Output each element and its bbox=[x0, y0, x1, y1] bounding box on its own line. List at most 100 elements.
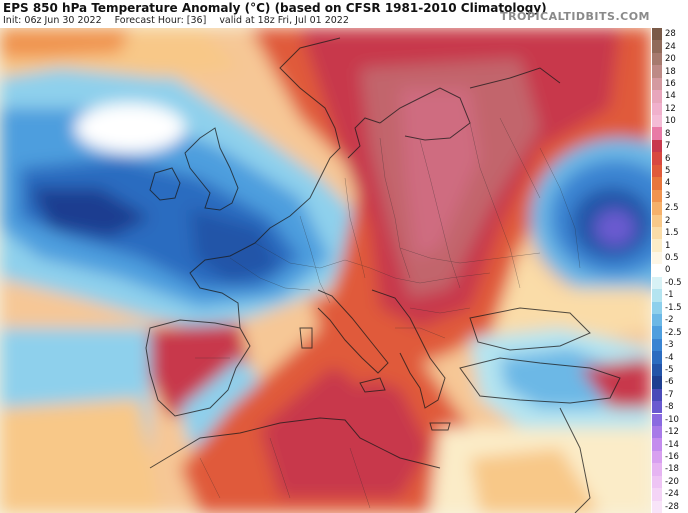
map-subtitle: Init: 06z Jun 30 2022 Forecast Hour: [36… bbox=[3, 15, 349, 26]
colorbar-label: 28 bbox=[665, 29, 676, 40]
coastlines bbox=[145, 37, 621, 513]
colorbar-swatch bbox=[652, 289, 662, 302]
colorbar-step: -6 bbox=[652, 376, 688, 389]
colorbar-step: -14 bbox=[652, 438, 688, 451]
country-borders bbox=[195, 117, 581, 509]
anomaly-map bbox=[0, 28, 651, 513]
colorbar-swatch bbox=[652, 314, 662, 327]
forecast-hour: Forecast Hour: [36] bbox=[114, 15, 207, 26]
colorbar-swatch bbox=[652, 351, 662, 364]
colorbar-label: 24 bbox=[665, 41, 676, 52]
colorbar-label: -2 bbox=[665, 315, 674, 326]
brand-watermark: TROPICALTIDBITS.COM bbox=[500, 10, 650, 23]
colorbar-label: 16 bbox=[665, 78, 676, 89]
colorbar-label: -0.5 bbox=[665, 277, 682, 288]
colorbar-step: 7 bbox=[652, 139, 688, 153]
colorbar-label: -18 bbox=[665, 464, 679, 475]
map-title: EPS 850 hPa Temperature Anomaly (°C) (ba… bbox=[3, 1, 547, 15]
colorbar-swatch bbox=[652, 65, 662, 78]
colorbar-label: 7 bbox=[665, 141, 671, 152]
colorbar-label: 12 bbox=[665, 103, 676, 114]
colorbar-swatch bbox=[652, 450, 662, 464]
colorbar-swatch bbox=[652, 401, 662, 414]
colorbar-step: -16 bbox=[652, 450, 688, 464]
colorbar-swatch bbox=[652, 251, 662, 265]
colorbar-step: 24 bbox=[652, 40, 688, 53]
colorbar-label: -4 bbox=[665, 352, 674, 363]
colorbar-swatch bbox=[652, 226, 662, 240]
colorbar-swatch bbox=[652, 214, 662, 227]
colorbar-step: -18 bbox=[652, 463, 688, 476]
colorbar-swatch bbox=[652, 425, 662, 439]
colorbar-label: -1.5 bbox=[665, 302, 682, 313]
colorbar-step: 16 bbox=[652, 77, 688, 91]
colorbar-step: 18 bbox=[652, 65, 688, 78]
colorbar-step: 2.5 bbox=[652, 202, 688, 215]
colorbar-swatch bbox=[652, 115, 662, 128]
colorbar-step: -7 bbox=[652, 388, 688, 402]
colorbar-swatch bbox=[652, 338, 662, 352]
colorbar-step: -20 bbox=[652, 475, 688, 489]
colorbar-step: -12 bbox=[652, 425, 688, 439]
colorbar-swatch bbox=[652, 475, 662, 489]
colorbar-swatch bbox=[652, 164, 662, 178]
colorbar-step: 14 bbox=[652, 90, 688, 103]
colorbar-step: -5 bbox=[652, 363, 688, 377]
colorbar-swatch bbox=[652, 264, 662, 277]
colorbar-step: 8 bbox=[652, 127, 688, 140]
colorbar-label: -10 bbox=[665, 414, 679, 425]
colorbar-step: 0 bbox=[652, 264, 688, 277]
colorbar-label: -6 bbox=[665, 377, 674, 388]
colorbar-label: 18 bbox=[665, 66, 676, 77]
colorbar-label: -1 bbox=[665, 290, 674, 301]
colorbar-step: -24 bbox=[652, 488, 688, 501]
colorbar-label: -7 bbox=[665, 389, 674, 400]
colorbar-swatch bbox=[652, 301, 662, 314]
colorbar-step: 20 bbox=[652, 52, 688, 66]
header: EPS 850 hPa Temperature Anomaly (°C) (ba… bbox=[0, 0, 688, 28]
colorbar-step: -4 bbox=[652, 351, 688, 364]
colorbar-swatch bbox=[652, 276, 662, 290]
colorbar-swatch bbox=[652, 239, 662, 252]
colorbar-label: 14 bbox=[665, 91, 676, 102]
colorbar-label: -28 bbox=[665, 501, 679, 512]
colorbar-label: 10 bbox=[665, 116, 676, 127]
colorbar-label: 8 bbox=[665, 128, 671, 139]
colorbar-swatch bbox=[652, 77, 662, 91]
colorbar-swatch bbox=[652, 376, 662, 389]
colorbar-swatch bbox=[652, 488, 662, 501]
colorbar-swatch bbox=[652, 90, 662, 103]
colorbar-step: 1 bbox=[652, 239, 688, 252]
colorbar-step: -2 bbox=[652, 314, 688, 327]
colorbar-label: -14 bbox=[665, 439, 679, 450]
colorbar-step: -1.5 bbox=[652, 301, 688, 314]
colorbar-legend: 28 24 20 18 16 14 12 10 8 7 6 5 4 3 2.5 2 1.5 1 0.5 0 -0.5 -1… bbox=[652, 28, 688, 513]
colorbar-label: 4 bbox=[665, 178, 671, 189]
colorbar-step: 1.5 bbox=[652, 226, 688, 240]
colorbar-swatch bbox=[652, 177, 662, 190]
colorbar-label: 6 bbox=[665, 153, 671, 164]
colorbar-label: -2.5 bbox=[665, 327, 682, 338]
colorbar-step: -1 bbox=[652, 289, 688, 302]
colorbar-label: -16 bbox=[665, 452, 679, 463]
colorbar-step: 5 bbox=[652, 164, 688, 178]
colorbar-step: -0.5 bbox=[652, 276, 688, 290]
colorbar-label: 5 bbox=[665, 165, 671, 176]
colorbar-swatch bbox=[652, 413, 662, 426]
colorbar-step: -3 bbox=[652, 338, 688, 352]
colorbar-label: 1 bbox=[665, 240, 671, 251]
colorbar-step: -8 bbox=[652, 401, 688, 414]
colorbar-step: 2 bbox=[652, 214, 688, 227]
colorbar-swatch bbox=[652, 28, 662, 41]
colorbar-label: 1.5 bbox=[665, 228, 679, 239]
colorbar-swatch bbox=[652, 438, 662, 451]
colorbar-label: -20 bbox=[665, 476, 679, 487]
colorbar-label: -3 bbox=[665, 340, 674, 351]
colorbar-swatch bbox=[652, 52, 662, 66]
colorbar-step: -28 bbox=[652, 500, 688, 513]
colorbar-label: -8 bbox=[665, 402, 674, 413]
colorbar-step: 6 bbox=[652, 152, 688, 165]
colorbar-step: 0.5 bbox=[652, 251, 688, 265]
colorbar-swatch bbox=[652, 202, 662, 215]
colorbar-label: 2.5 bbox=[665, 203, 679, 214]
